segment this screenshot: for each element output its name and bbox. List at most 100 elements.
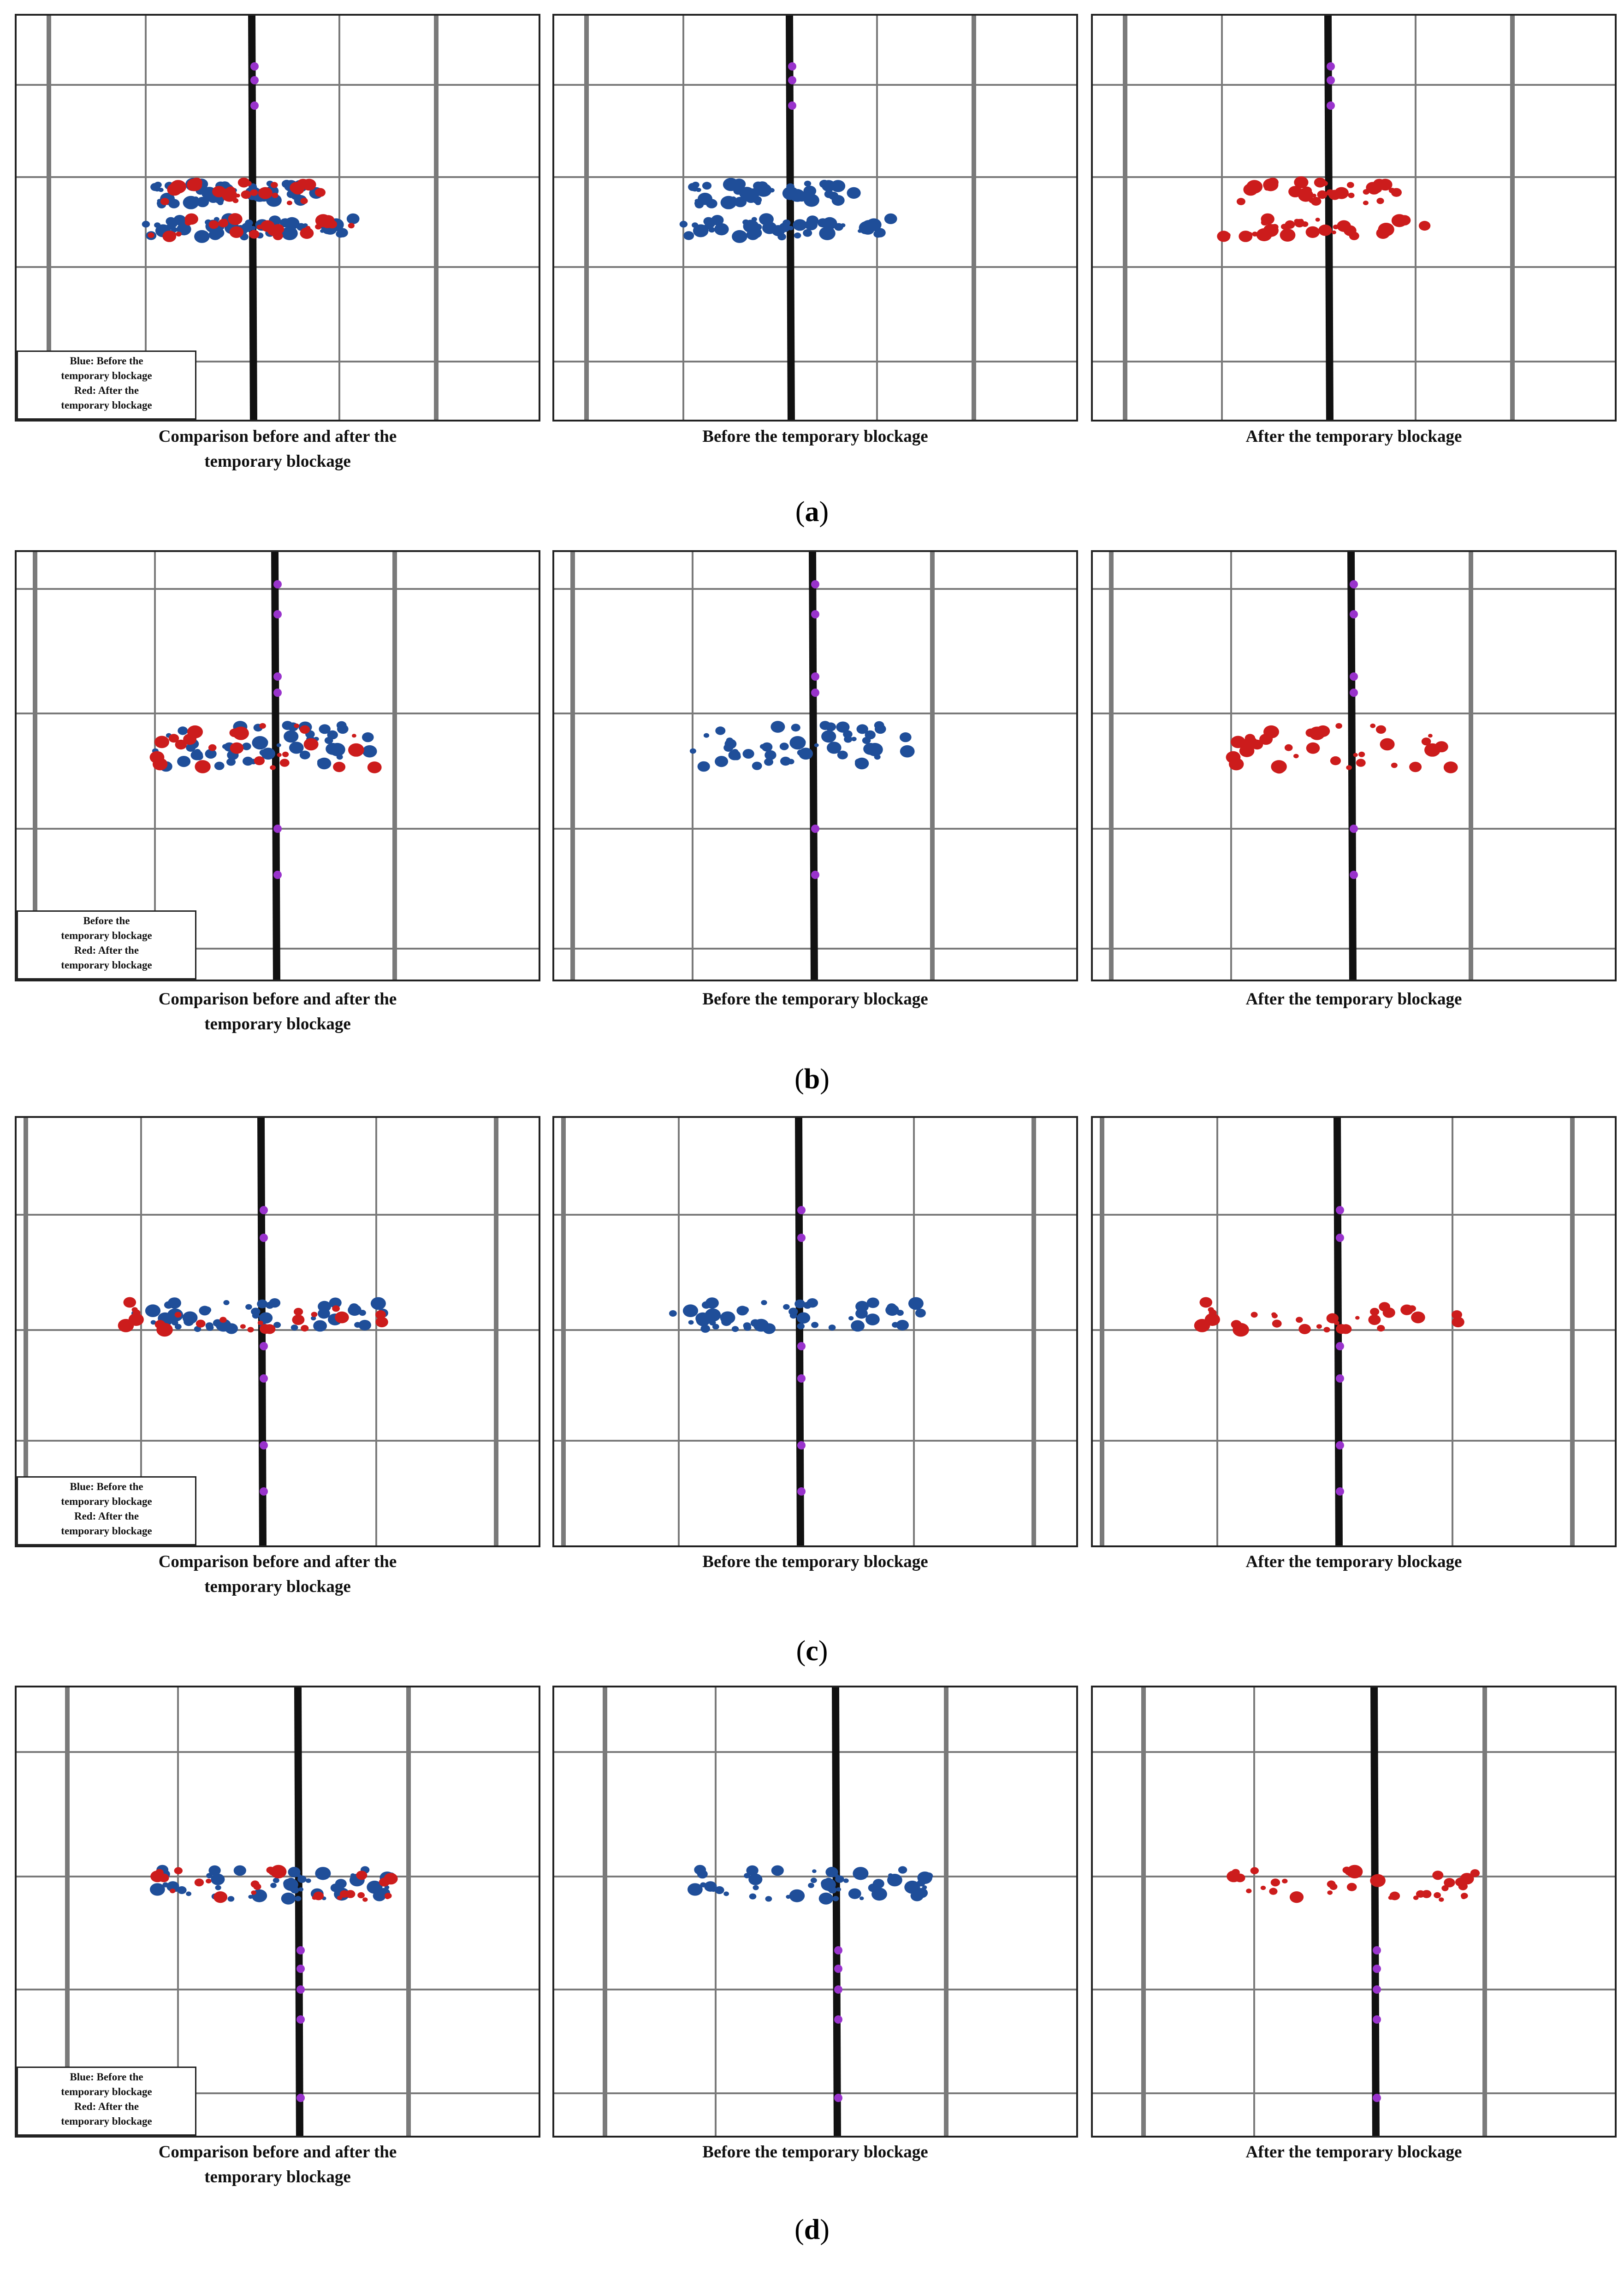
before-point — [283, 1878, 298, 1891]
vehicle-marker — [1350, 689, 1358, 697]
before-point — [753, 1885, 759, 1890]
before-point — [742, 749, 754, 759]
vehicle-marker — [797, 1234, 806, 1242]
legend-line: Red: After the — [74, 944, 139, 956]
before-point — [318, 1301, 332, 1312]
after-point — [195, 760, 211, 773]
before-point — [281, 226, 298, 240]
before-point — [779, 222, 790, 232]
vehicle-marker — [811, 825, 819, 833]
before-point — [233, 1865, 246, 1876]
before-point — [865, 1313, 880, 1325]
before-point — [840, 223, 846, 227]
before-point — [186, 1891, 191, 1896]
before-point — [789, 1313, 797, 1319]
before-point — [211, 1873, 225, 1885]
after-point — [1284, 744, 1293, 751]
before-point — [313, 1320, 327, 1332]
before-point — [896, 1319, 909, 1331]
after-point — [1372, 184, 1382, 193]
after-point — [229, 226, 243, 238]
vehicle-marker — [250, 101, 259, 110]
traffic-scene — [1093, 1118, 1615, 1545]
vehicle-marker — [788, 101, 796, 110]
after-point — [292, 1314, 305, 1325]
before-point — [683, 1309, 689, 1314]
before-point — [295, 1896, 302, 1901]
after-point — [1380, 738, 1395, 751]
figure-panel-a-3 — [1091, 14, 1617, 422]
legend-line: temporary blockage — [61, 399, 152, 411]
before-point — [804, 194, 819, 207]
vehicle-marker — [296, 1985, 305, 1994]
before-point — [743, 1324, 752, 1331]
after-point — [1353, 753, 1358, 757]
before-point — [885, 1304, 899, 1316]
before-point — [797, 738, 806, 746]
after-point — [1264, 186, 1270, 191]
after-point — [257, 1320, 263, 1325]
before-point — [171, 227, 178, 233]
after-point — [1316, 1324, 1322, 1329]
after-point — [335, 1311, 349, 1324]
after-point — [219, 1317, 227, 1323]
after-point — [1428, 734, 1433, 738]
after-point — [1358, 751, 1365, 757]
panel-caption: After the temporary blockage — [1245, 427, 1462, 446]
after-point — [1388, 188, 1395, 193]
vehicle-marker — [788, 76, 796, 84]
after-point — [1441, 1885, 1449, 1891]
before-point — [154, 182, 162, 188]
after-point — [1443, 761, 1458, 773]
after-point — [337, 1895, 343, 1900]
after-point — [1315, 218, 1320, 222]
after-point — [1349, 232, 1359, 240]
vehicle-marker — [260, 1342, 268, 1350]
after-point — [1234, 1873, 1245, 1883]
before-point — [712, 1324, 719, 1330]
before-point — [859, 1896, 864, 1901]
before-point — [836, 1887, 841, 1892]
before-point — [688, 1320, 694, 1325]
after-point — [1355, 1316, 1360, 1320]
after-point — [194, 1878, 204, 1887]
before-point — [765, 750, 776, 760]
after-point — [1458, 1882, 1468, 1890]
before-point — [856, 724, 868, 734]
after-point — [1280, 228, 1296, 242]
before-point — [214, 761, 225, 770]
before-point — [150, 1883, 165, 1896]
after-point — [367, 761, 382, 773]
after-point — [1363, 201, 1369, 205]
after-point — [254, 756, 265, 766]
after-point — [158, 1873, 169, 1883]
figure-panel-b-1: Before the temporary blockage Red: After t… — [15, 550, 540, 981]
panel-caption: Before the temporary blockage — [702, 1552, 928, 1571]
before-point — [697, 761, 710, 772]
after-point — [222, 189, 237, 202]
before-point — [696, 1314, 711, 1326]
after-point — [229, 728, 240, 737]
before-point — [245, 1304, 252, 1310]
after-point — [1217, 231, 1231, 242]
before-point — [701, 1301, 711, 1309]
before-point — [789, 1889, 805, 1902]
vehicle-marker — [811, 689, 819, 697]
panel-caption: Before the temporary blockage — [702, 2143, 928, 2162]
before-point — [362, 745, 377, 758]
after-point — [333, 761, 346, 772]
traffic-scene — [1093, 1687, 1615, 2136]
road-centerline — [795, 1118, 804, 1545]
after-point — [345, 1890, 356, 1898]
panel-caption: Before the temporary blockage — [702, 427, 928, 446]
before-point — [213, 217, 219, 222]
before-point — [728, 750, 741, 760]
after-point — [357, 1892, 365, 1899]
before-point — [358, 1319, 371, 1331]
before-point — [693, 224, 709, 238]
subfigure-label: (b) — [794, 1063, 830, 1095]
after-point — [125, 1300, 132, 1306]
before-point — [836, 721, 850, 733]
before-point — [848, 1888, 861, 1899]
